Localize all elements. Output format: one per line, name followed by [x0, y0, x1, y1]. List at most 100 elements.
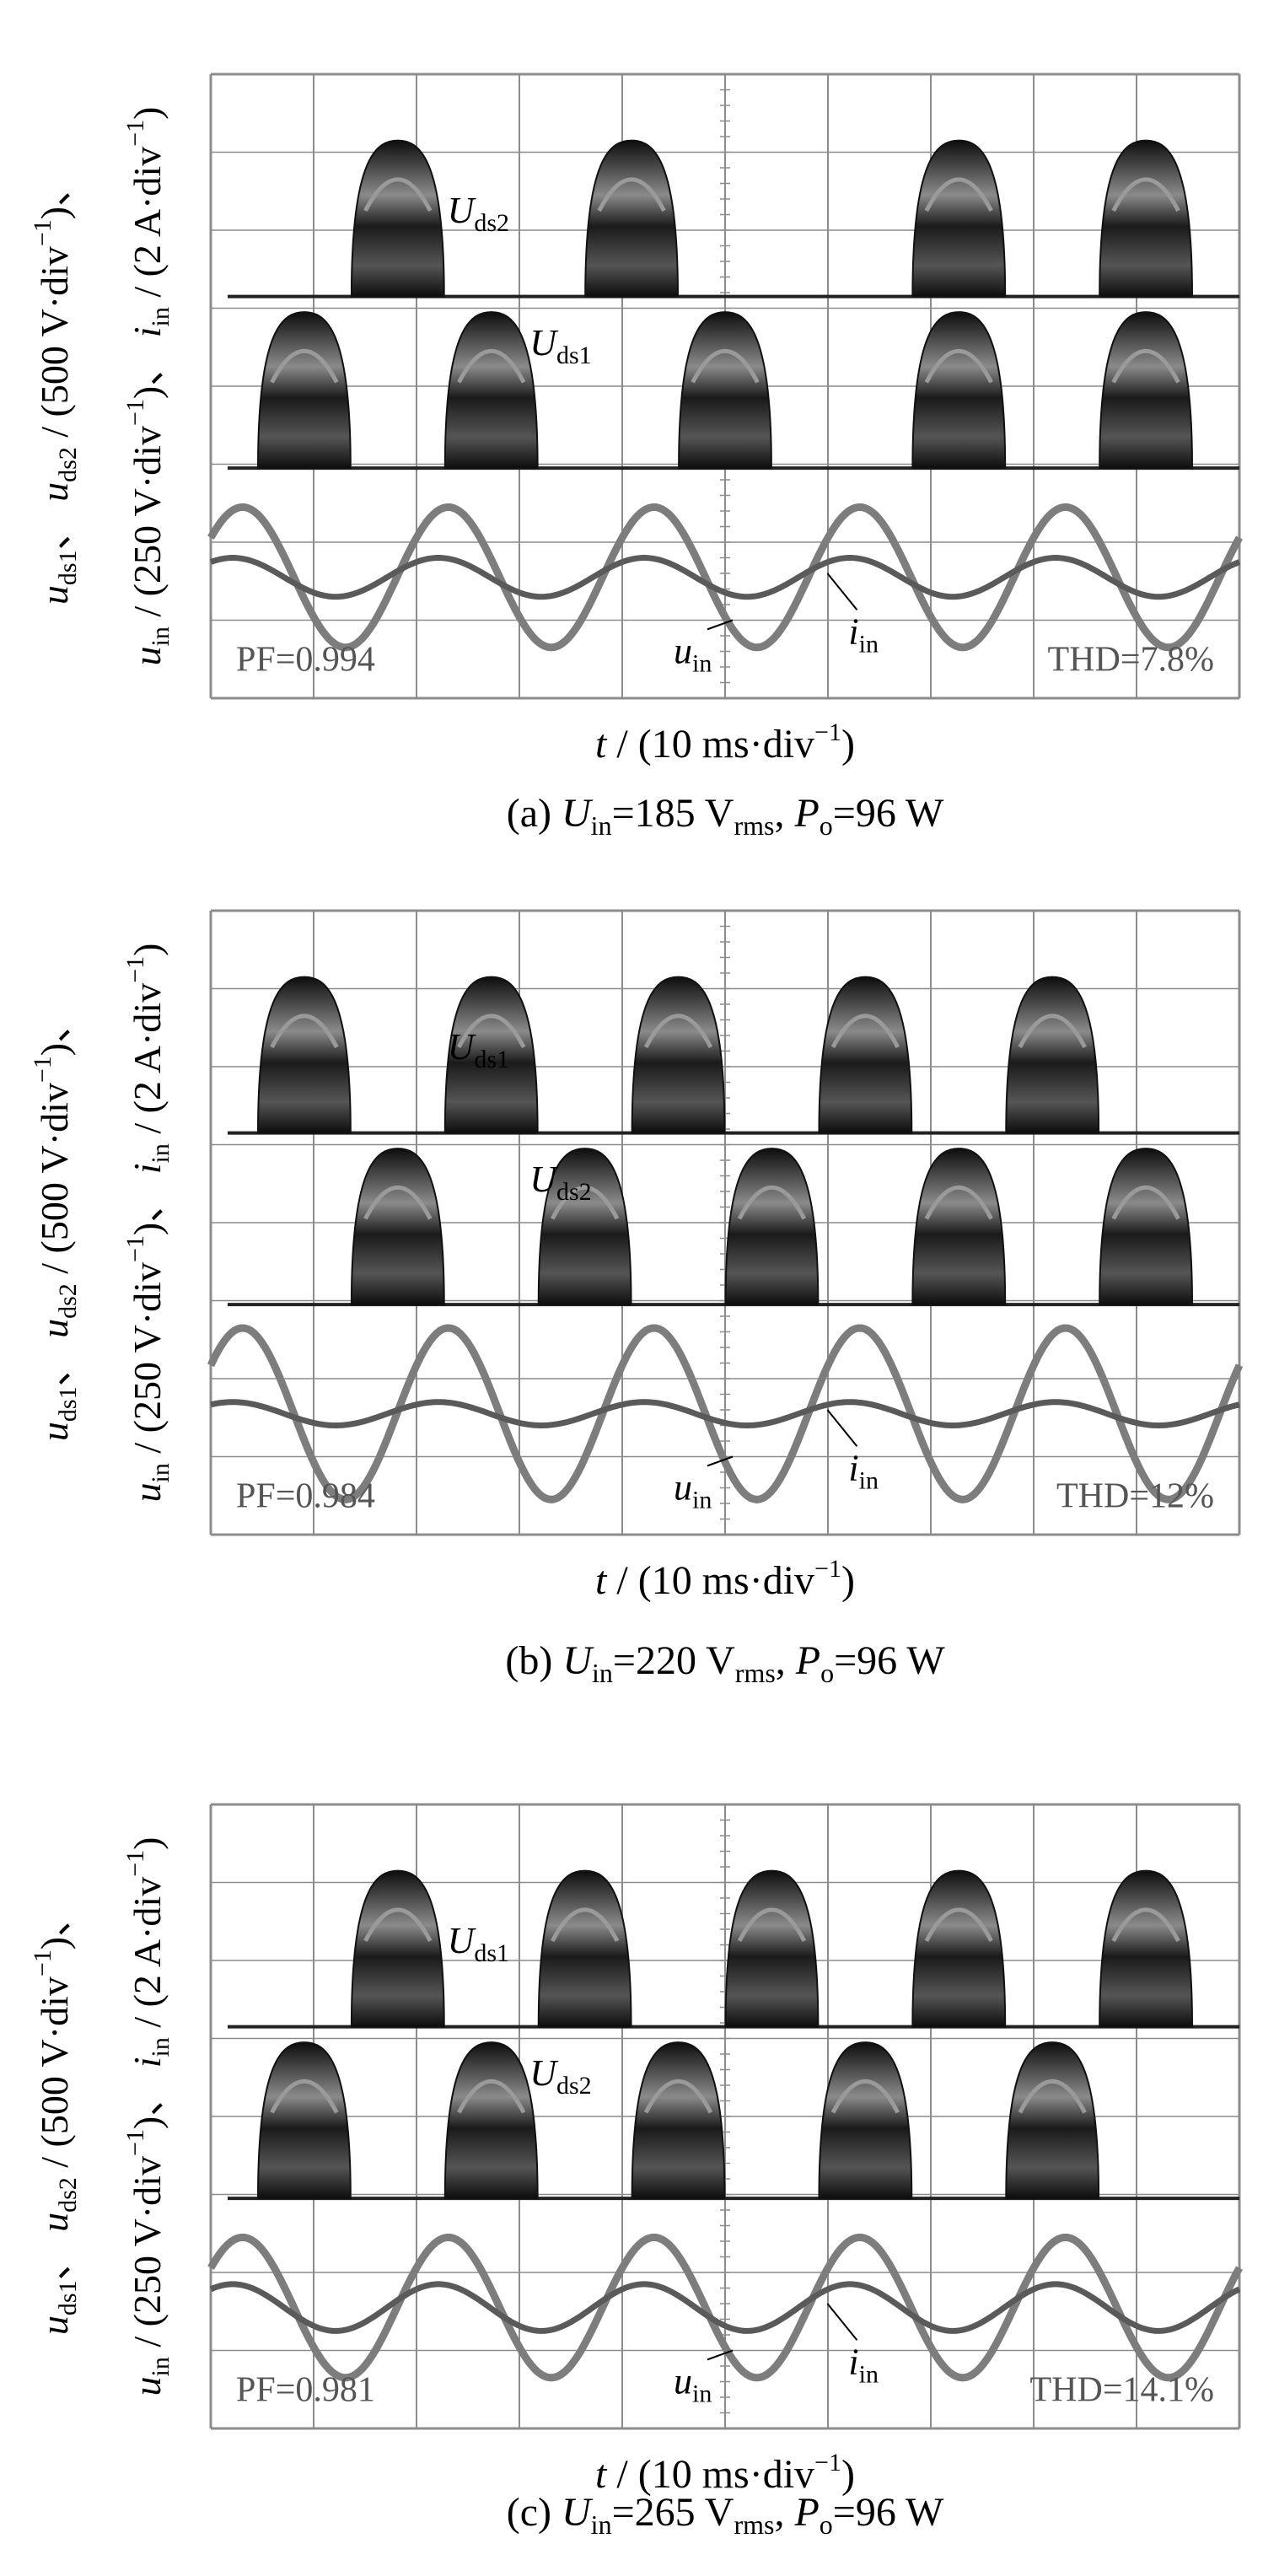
- x-axis-close: ): [841, 2452, 855, 2497]
- y1-unit: / (500 V·div: [33, 1976, 76, 2177]
- ch-middle-burst: [350, 1148, 445, 1306]
- ch-middle-name: U: [529, 322, 559, 363]
- y-axis-label-line2: uin / (250 V·div−1)、 iin / (2 A·div−1): [121, 107, 175, 666]
- ch-middle-burst: [443, 311, 539, 470]
- y1-var2: u: [33, 1319, 76, 1338]
- ch-middle-burst: [911, 1148, 1007, 1306]
- y1-sep: 、: [33, 2232, 76, 2281]
- y1-tail: )、: [33, 1898, 76, 1949]
- y1-tail: )、: [33, 1004, 76, 1056]
- caption-uin-var: U: [562, 1638, 594, 1683]
- iin-label-sub: in: [859, 1466, 879, 1494]
- x-axis-exp: −1: [814, 1555, 841, 1583]
- y-axis-label-line1: uds1、 uds2 / (500 V·div−1)、: [29, 1004, 82, 1441]
- caption-tag: (a): [507, 791, 562, 836]
- ch-top-burst: [631, 976, 726, 1134]
- caption-po-value: =96 W: [833, 791, 944, 836]
- y2-exp1: −1: [121, 2129, 149, 2156]
- y2-tail: ): [126, 107, 169, 120]
- ch-top-burst: [724, 1869, 820, 2028]
- ch-middle-sub: ds2: [556, 1178, 592, 1206]
- y2-unit1: / (250 V·div: [126, 2156, 169, 2357]
- caption-uin-value: =265 V: [612, 2490, 734, 2535]
- ch-top-burst-ring: [457, 1014, 526, 1049]
- y1-exp: −1: [29, 1949, 56, 1976]
- iin-label-sub: in: [859, 2360, 879, 2388]
- ch-middle-burst-ring: [924, 1185, 993, 1220]
- iin-label-var: i: [848, 1447, 858, 1488]
- y1-sub2: ds2: [54, 2177, 82, 2213]
- ch-top-burst: [1099, 1869, 1193, 2028]
- y1-var1: u: [33, 2315, 76, 2335]
- ch-top-burst-ring: [270, 1014, 339, 1049]
- y-axis-label-line1: uds1、 uds2 / (500 V·div−1)、: [29, 168, 82, 605]
- ch-middle-burst-ring: [691, 348, 760, 384]
- y2-sep: )、: [126, 2068, 169, 2129]
- ch-middle-burst-ring: [270, 2079, 339, 2114]
- uin-label-var: u: [674, 630, 692, 671]
- y2-var1: u: [126, 646, 169, 665]
- caption-uin-var: U: [562, 791, 594, 836]
- caption-po-sub: o: [820, 2509, 833, 2540]
- ch-middle-label: Uds1: [529, 322, 591, 369]
- uin-label-var: u: [674, 2360, 692, 2401]
- y1-tail: )、: [33, 168, 76, 219]
- ch-top-burst-ring: [1018, 1014, 1087, 1049]
- y1-unit: / (500 V·div: [33, 1083, 76, 1283]
- ch-top-burst: [911, 139, 1007, 298]
- ch-top-label: Uds1: [448, 1920, 509, 1967]
- ch-middle-burst-ring: [550, 1185, 620, 1220]
- caption-uin-value: =220 V: [613, 1638, 735, 1683]
- ch-middle-name: U: [529, 2052, 559, 2094]
- panel-caption: (c) Uin=265 Vrms, Po=96 W: [507, 2490, 944, 2540]
- ch-middle-burst-ring: [643, 2079, 713, 2114]
- caption-po-value: =96 W: [834, 1638, 945, 1683]
- uin-label-sub: in: [692, 2380, 712, 2407]
- iin-pointer: [826, 2303, 858, 2341]
- thd-annotation: THD=12%: [1056, 1477, 1214, 1516]
- y1-sub1: ds1: [54, 1386, 82, 1422]
- y2-var1: u: [126, 1482, 169, 1502]
- y2-sep: )、: [126, 337, 169, 399]
- y1-var1: u: [33, 1422, 76, 1441]
- uin-label-sub: in: [692, 1486, 712, 1514]
- ch-middle-burst-ring: [830, 2079, 900, 2114]
- iin-pointer: [826, 573, 858, 610]
- iin-waveform: [210, 1399, 1240, 1429]
- ch-top-burst: [1005, 976, 1100, 1134]
- ch-top-sub: ds1: [474, 1046, 509, 1073]
- x-axis-close: ): [841, 1558, 855, 1603]
- ch-middle-burst-ring: [1018, 2079, 1087, 2114]
- ch-top-sub: ds1: [474, 1939, 509, 1967]
- minor-ticks: [720, 1819, 730, 2414]
- panel-caption: (a) Uin=185 Vrms, Po=96 W: [507, 791, 944, 841]
- y-axis-label-line1: uds1、 uds2 / (500 V·div−1)、: [29, 1898, 82, 2335]
- ch-middle-burst-ring: [363, 1185, 433, 1220]
- y1-sub1: ds1: [54, 2280, 82, 2315]
- uin-label: uin: [674, 630, 712, 677]
- y2-sub1: in: [147, 627, 175, 646]
- ch-top-burst-ring: [643, 1014, 713, 1049]
- iin-label: iin: [848, 610, 879, 658]
- thd-annotation: THD=14.1%: [1030, 2371, 1215, 2410]
- caption-uin-value: =185 V: [612, 791, 734, 836]
- uin-pointer: [707, 619, 734, 631]
- uin-pointer: [707, 1455, 734, 1467]
- caption-po-var: P: [793, 2490, 819, 2535]
- iin-label-var: i: [848, 2341, 858, 2382]
- caption-po-var: P: [795, 1638, 820, 1683]
- x-axis-sep: /: [606, 2452, 637, 2497]
- uin-label-sub: in: [692, 649, 712, 677]
- ch-top-name: U: [448, 190, 477, 231]
- iin-waveform: [209, 2281, 1241, 2334]
- ch-top-burst-ring: [830, 1014, 900, 1049]
- ch-top-burst: [350, 139, 445, 298]
- y2-unit2: / (2 A·div: [126, 147, 169, 307]
- y1-var2: u: [33, 2213, 76, 2232]
- y2-exp1: −1: [121, 1235, 149, 1262]
- panel-caption: (b) Uin=220 Vrms, Po=96 W: [505, 1638, 945, 1688]
- ch-top-label: Uds1: [448, 1026, 509, 1073]
- ch-middle-burst-ring: [457, 2079, 526, 2114]
- ch-middle-burst: [911, 311, 1007, 470]
